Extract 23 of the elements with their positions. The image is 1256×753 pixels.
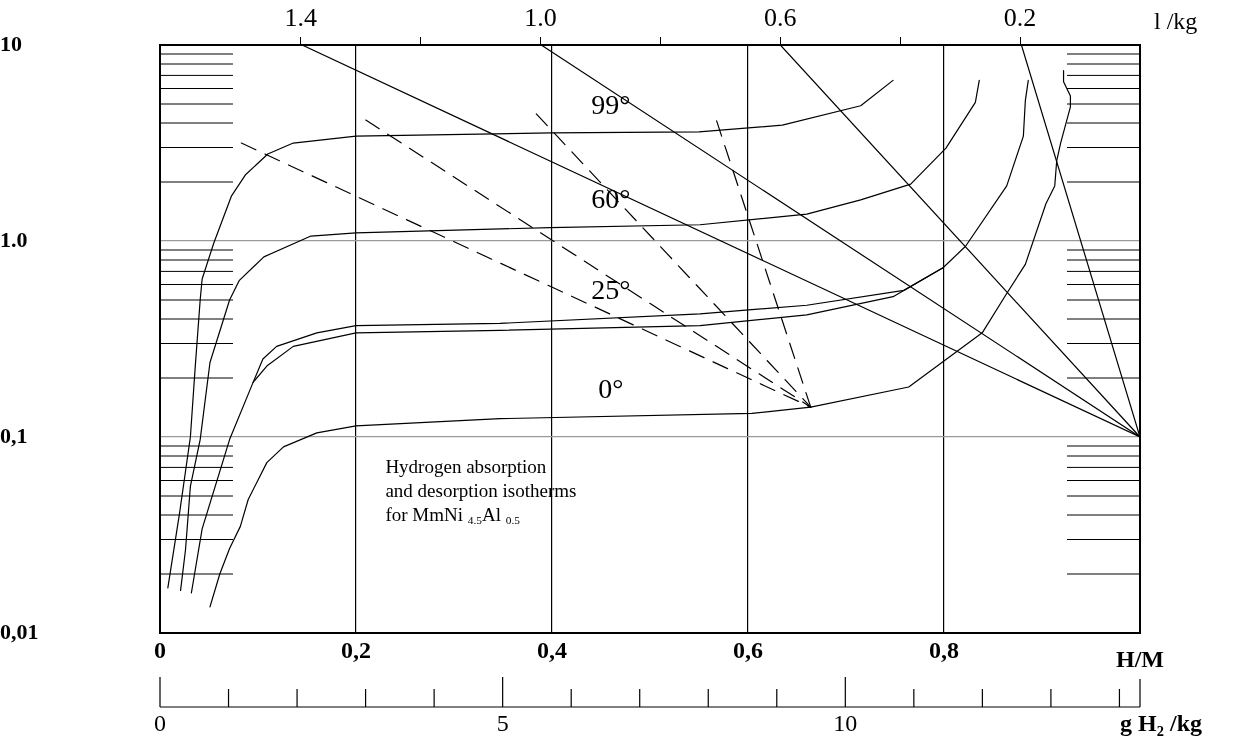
x2-axis-title: l /kg bbox=[1154, 8, 1198, 34]
x2-tick-label: 1.4 bbox=[284, 3, 318, 33]
y-tick-label: 10 bbox=[0, 30, 22, 56]
text: g H₂ /kg bbox=[1120, 710, 1202, 737]
text: 5 bbox=[496, 710, 509, 737]
x-tick-label: 0,4 bbox=[537, 636, 567, 663]
series-label: 0° bbox=[598, 372, 624, 404]
text: 10 bbox=[833, 710, 858, 737]
series-label: 25° bbox=[591, 274, 631, 306]
series-label: 99° bbox=[591, 88, 631, 120]
x2-tick-label: 0.6 bbox=[764, 3, 797, 33]
y-tick-label: 0,1 bbox=[0, 422, 28, 448]
x-axis-title: H/M bbox=[1116, 646, 1164, 672]
x-tick-label: 0,6 bbox=[733, 636, 763, 663]
x-tick-label: 0,8 bbox=[929, 636, 959, 663]
series-label: 60° bbox=[591, 182, 631, 214]
x2-tick-label: 0.2 bbox=[1003, 3, 1037, 33]
y-tick-label: 1.0 bbox=[0, 226, 28, 252]
text: 0 bbox=[154, 710, 166, 737]
x-tick-label: 0,2 bbox=[341, 636, 371, 663]
x2-tick-label: 1.0 bbox=[524, 3, 557, 33]
y-tick-label: 0,01 bbox=[0, 618, 39, 644]
x-tick-label: 0 bbox=[154, 636, 166, 663]
